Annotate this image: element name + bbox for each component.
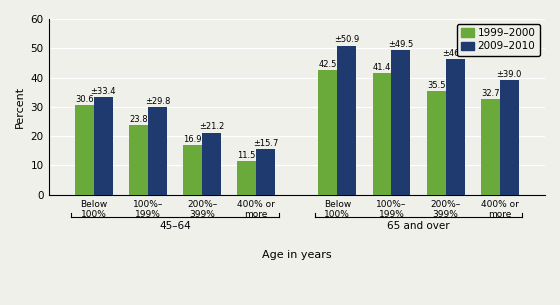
Bar bbox=[500, 81, 519, 195]
Text: 16.9: 16.9 bbox=[183, 135, 202, 144]
Text: ±33.4: ±33.4 bbox=[91, 87, 116, 96]
Bar bbox=[427, 91, 446, 195]
Text: ±21.2: ±21.2 bbox=[199, 122, 224, 131]
Bar bbox=[481, 99, 500, 195]
Text: ±49.5: ±49.5 bbox=[388, 40, 414, 48]
Bar bbox=[129, 125, 148, 195]
Text: 45–64: 45–64 bbox=[159, 221, 191, 231]
Bar bbox=[75, 105, 94, 195]
Y-axis label: Percent: Percent bbox=[15, 86, 25, 128]
Bar bbox=[148, 107, 167, 195]
Text: ±15.7: ±15.7 bbox=[253, 138, 278, 148]
Text: 35.5: 35.5 bbox=[427, 81, 445, 90]
Bar bbox=[391, 50, 410, 195]
Legend: 1999–2000, 2009–2010: 1999–2000, 2009–2010 bbox=[457, 24, 540, 56]
Text: 42.5: 42.5 bbox=[319, 60, 337, 69]
Bar bbox=[337, 46, 356, 195]
Text: ±46.3: ±46.3 bbox=[442, 49, 468, 58]
Text: 32.7: 32.7 bbox=[481, 89, 500, 98]
Bar bbox=[319, 70, 337, 195]
Text: 23.8: 23.8 bbox=[129, 115, 148, 124]
Bar bbox=[446, 59, 465, 195]
Bar bbox=[202, 133, 221, 195]
Bar bbox=[94, 97, 113, 195]
Text: ±39.0: ±39.0 bbox=[497, 70, 522, 79]
Text: 11.5: 11.5 bbox=[237, 151, 256, 160]
Text: ±29.8: ±29.8 bbox=[144, 97, 170, 106]
Text: 65 and over: 65 and over bbox=[387, 221, 450, 231]
Bar bbox=[183, 145, 202, 195]
Bar bbox=[237, 161, 256, 195]
Bar bbox=[372, 74, 391, 195]
Text: ±50.9: ±50.9 bbox=[334, 35, 360, 45]
Text: 30.6: 30.6 bbox=[75, 95, 94, 104]
Text: 41.4: 41.4 bbox=[373, 63, 391, 72]
X-axis label: Age in years: Age in years bbox=[262, 249, 332, 260]
Bar bbox=[256, 149, 275, 195]
